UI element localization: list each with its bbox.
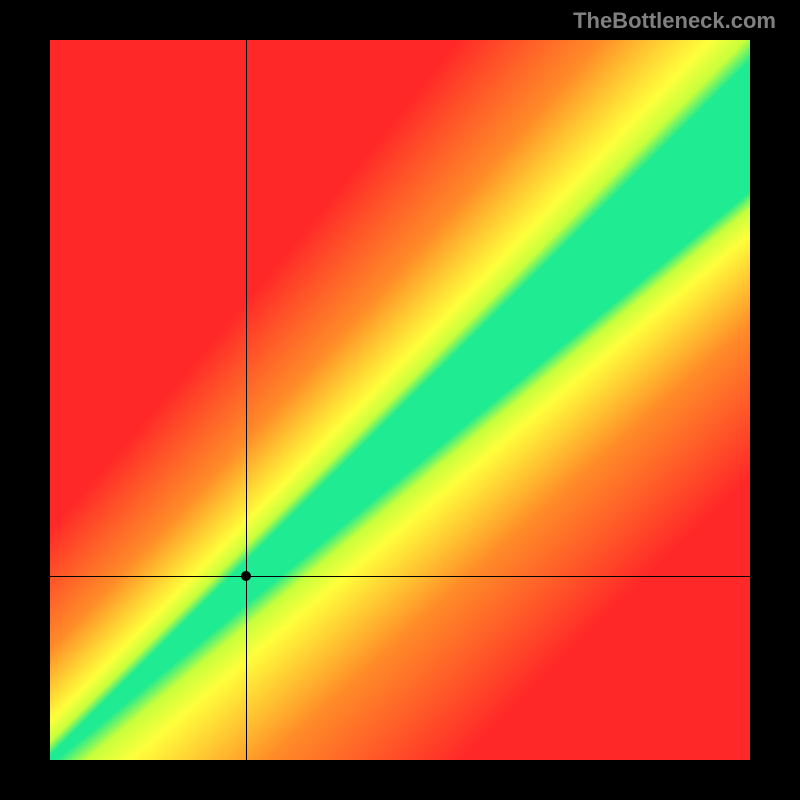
bottleneck-heatmap [50,40,750,760]
heatmap-canvas [50,40,750,760]
crosshair-vertical [246,40,247,760]
watermark-text: TheBottleneck.com [573,8,776,34]
marker-dot [241,571,251,581]
crosshair-horizontal [50,576,750,577]
